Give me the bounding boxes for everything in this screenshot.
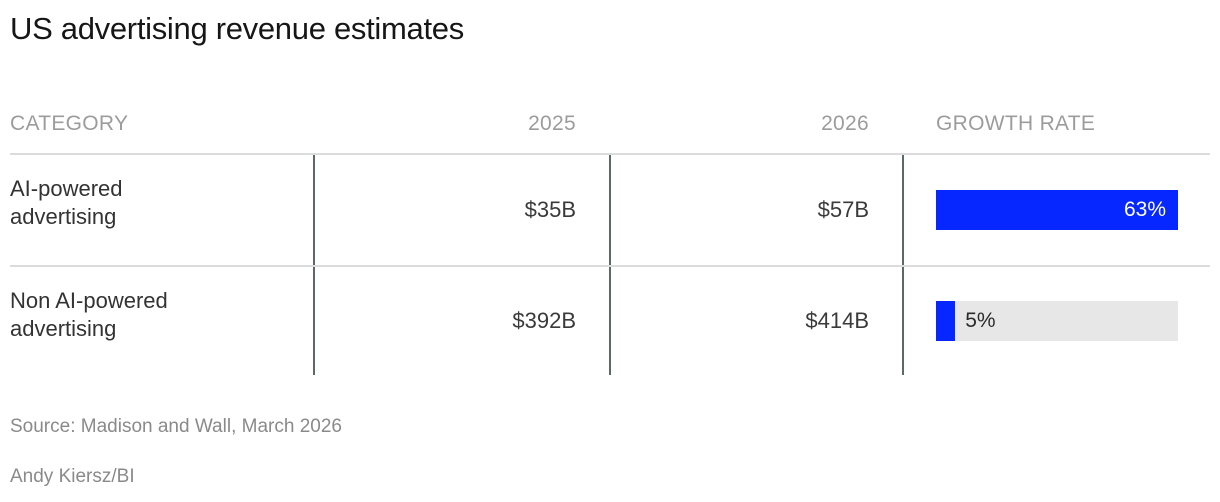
growth-bar <box>936 301 956 341</box>
chart-title: US advertising revenue estimates <box>10 11 464 46</box>
category-label: Non AI-powered advertising <box>10 288 168 341</box>
value-2026-cell: $57B <box>609 155 902 265</box>
credit-note: Andy Kiersz/BI <box>10 466 135 487</box>
table-header-row: CATEGORY 2025 2026 GROWTH RATE <box>10 48 1210 155</box>
column-header-growth-rate: GROWTH RATE <box>936 112 1096 135</box>
category-cell: AI-powered advertising <box>10 155 313 265</box>
value-2025-cell: $392B <box>313 267 609 375</box>
table-row-non-ai-powered: Non AI-powered advertising $392B $414B 5… <box>10 265 1210 375</box>
growth-rate-cell: 63% <box>902 155 1210 265</box>
data-table: CATEGORY 2025 2026 GROWTH RATE AI-powere… <box>10 48 1210 375</box>
table-row-ai-powered: AI-powered advertising $35B $57B 63% <box>10 155 1210 265</box>
growth-bar-track: 5% <box>936 301 1178 341</box>
growth-bar-label: 5% <box>965 309 996 332</box>
chart-container: US advertising revenue estimates CATEGOR… <box>10 11 1210 488</box>
source-note: Source: Madison and Wall, March 2026 <box>10 416 342 437</box>
column-header-2025: 2025 <box>528 112 576 135</box>
growth-bar: 63% <box>936 190 1178 230</box>
chart-footer: Source: Madison and Wall, March 2026 And… <box>10 416 1210 488</box>
growth-bar-label: 63% <box>1123 198 1166 221</box>
column-header-2026: 2026 <box>821 112 869 135</box>
category-cell: Non AI-powered advertising <box>10 267 313 375</box>
category-label: AI-powered advertising <box>10 176 123 229</box>
value-2026-cell: $414B <box>609 267 902 375</box>
column-header-category: CATEGORY <box>10 112 129 135</box>
growth-bar-track: 63% <box>936 190 1178 230</box>
growth-rate-cell: 5% <box>902 267 1210 375</box>
value-2025-cell: $35B <box>313 155 609 265</box>
